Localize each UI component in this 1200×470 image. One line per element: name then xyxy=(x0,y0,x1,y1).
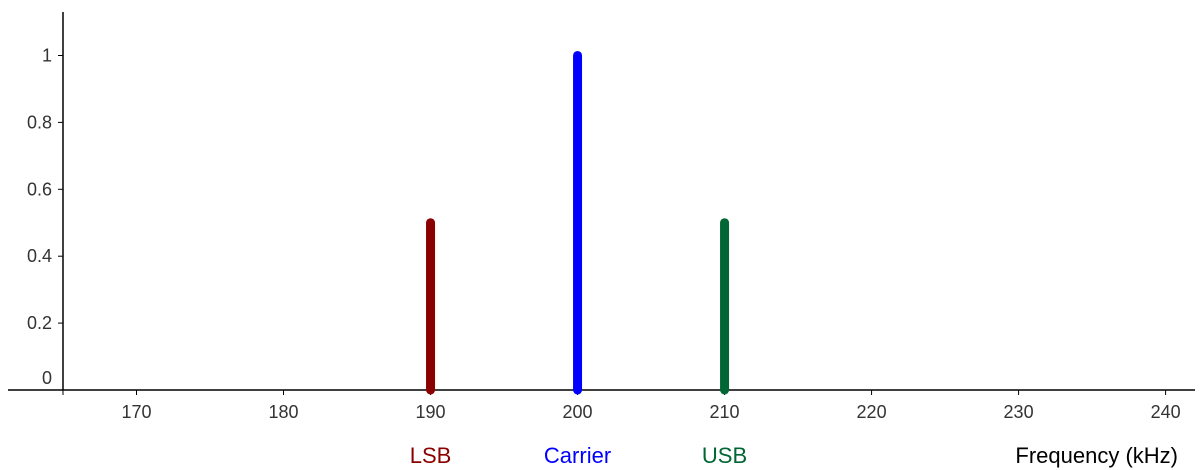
x-ticks: 170 180 190 200 210 220 230 240 xyxy=(62,390,1181,422)
x-tick-label: 200 xyxy=(563,402,593,422)
x-tick-label: 230 xyxy=(1004,402,1034,422)
label-lsb: LSB xyxy=(410,443,452,468)
x-tick-label: 190 xyxy=(416,402,446,422)
x-tick-label: 210 xyxy=(710,402,740,422)
label-usb: USB xyxy=(702,443,747,468)
y-tick-label: 0.4 xyxy=(27,246,52,266)
y-tick-label: 0 xyxy=(42,368,52,388)
spectral-lines xyxy=(426,50,730,395)
x-tick-label: 220 xyxy=(857,402,887,422)
x-axis-label: Frequency (kHz) xyxy=(1015,443,1178,468)
spectral-line-labels: LSB Carrier USB xyxy=(410,443,747,468)
y-tick-label: 1 xyxy=(42,45,52,65)
x-tick-label: 240 xyxy=(1151,402,1181,422)
y-tick-label: 0.6 xyxy=(27,179,52,199)
y-tick-label: 0.8 xyxy=(27,112,52,132)
x-tick-label: 180 xyxy=(268,402,298,422)
y-ticks: 0 0.2 0.4 0.6 0.8 1 xyxy=(27,45,63,391)
x-tick-label: 170 xyxy=(121,402,151,422)
label-carrier: Carrier xyxy=(544,443,611,468)
y-tick-label: 0.2 xyxy=(27,313,52,333)
